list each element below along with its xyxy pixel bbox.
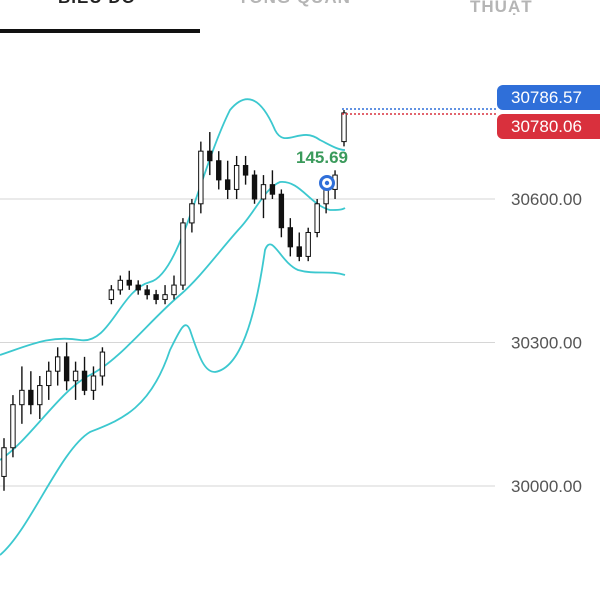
candle-body: [81, 370, 88, 391]
ask-price-label: 30786.57: [497, 85, 600, 110]
candle-body: [216, 160, 222, 181]
tab-chart[interactable]: BIỂU ĐỒ: [58, 0, 136, 8]
candle-body: [10, 404, 16, 449]
candle-body: [296, 246, 302, 257]
candlesticks: [1, 110, 347, 491]
candle-body: [63, 356, 70, 382]
axis-tick-label: 30300.00: [511, 334, 582, 353]
candle-body: [54, 356, 61, 372]
measure-annotation: 145.69: [296, 148, 348, 167]
bid-price-label: 30780.06: [497, 114, 600, 139]
active-tab-indicator: [0, 29, 200, 33]
candle-body: [171, 284, 177, 296]
crosshair-dot: [324, 180, 330, 186]
candle-body: [90, 375, 97, 391]
candle-body: [278, 193, 285, 229]
candle-body: [108, 289, 115, 300]
candle-body: [1, 447, 7, 477]
price-axis: 30600.00 30300.00 30000.00: [511, 190, 582, 496]
candle-body: [144, 289, 150, 296]
candle-body: [198, 150, 204, 205]
tab-technical[interactable]: THUẬT: [470, 0, 533, 16]
candle-body: [126, 279, 132, 286]
axis-tick-label: 30600.00: [511, 190, 582, 209]
candle-body: [19, 389, 25, 406]
candle-body: [207, 150, 213, 162]
chart-grid: [0, 198, 495, 487]
candle-body: [251, 174, 258, 200]
candle-body: [37, 385, 43, 406]
candle-body: [269, 184, 276, 195]
candle-body: [153, 294, 159, 300]
candle-body: [72, 370, 79, 382]
candle-body: [341, 112, 347, 143]
middle-band: [0, 181, 346, 461]
tab-bar: BIỂU ĐỒ TỔNG QUAN THUẬT: [0, 0, 600, 34]
candle-body: [224, 179, 231, 190]
candle-body: [99, 351, 106, 377]
candle-body: [162, 294, 168, 300]
candle-body: [180, 222, 186, 286]
candle-body: [287, 227, 294, 248]
chart-overlays: 145.69: [296, 108, 497, 191]
candle-body: [323, 188, 329, 205]
tab-overview[interactable]: TỔNG QUAN: [238, 0, 351, 8]
candle-body: [135, 284, 141, 291]
candle-body: [46, 370, 52, 387]
candle-body: [28, 389, 34, 406]
axis-tick-label: 30000.00: [511, 477, 582, 496]
candle-body: [117, 279, 124, 291]
candle-body: [189, 203, 195, 224]
candle-body: [314, 203, 320, 233]
candle-body: [305, 231, 311, 257]
upper-band: [0, 98, 346, 356]
bollinger-bands: [0, 98, 346, 556]
lower-band: [0, 243, 346, 556]
candle-body: [233, 165, 240, 190]
candle-body: [260, 184, 267, 200]
candle-body: [242, 165, 249, 176]
